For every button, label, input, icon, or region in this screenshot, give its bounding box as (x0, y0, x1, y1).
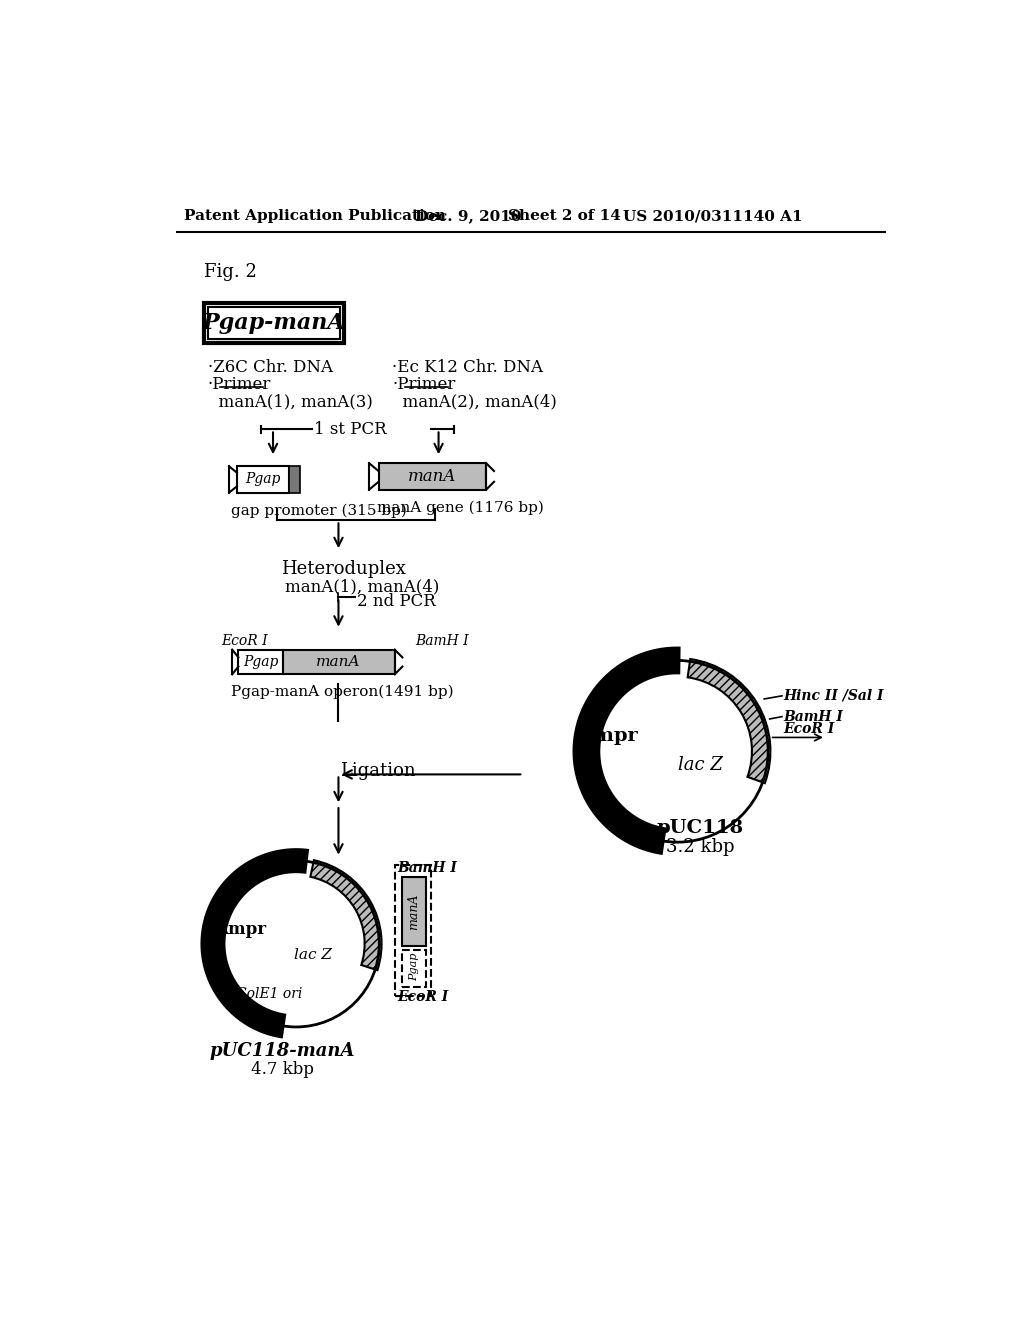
Text: ·Primer: ·Primer (392, 376, 456, 393)
Text: lac Z: lac Z (294, 948, 332, 962)
Text: Dec. 9, 2010: Dec. 9, 2010 (416, 209, 522, 223)
FancyBboxPatch shape (401, 876, 426, 946)
Text: manA: manA (408, 894, 421, 929)
Text: EcoR I: EcoR I (783, 722, 835, 737)
Text: BamH I: BamH I (416, 635, 469, 648)
Text: Ampr: Ampr (215, 921, 266, 939)
Text: Pgap: Pgap (409, 953, 419, 981)
Text: Pgap-manA: Pgap-manA (203, 313, 345, 334)
Wedge shape (310, 861, 382, 970)
Text: BamH I: BamH I (783, 710, 844, 723)
Text: Hinc II /Sal I: Hinc II /Sal I (783, 689, 884, 702)
Text: BamH I: BamH I (397, 862, 457, 875)
Text: 2 nd PCR: 2 nd PCR (357, 594, 435, 610)
FancyBboxPatch shape (239, 649, 283, 675)
Text: manA(1), manA(4): manA(1), manA(4) (285, 579, 439, 595)
Text: EcoR I: EcoR I (221, 635, 268, 648)
Text: Ligation: Ligation (340, 763, 416, 780)
Text: Heteroduplex: Heteroduplex (281, 561, 406, 578)
Text: gap promoter (315 bp): gap promoter (315 bp) (230, 503, 407, 517)
Text: pUC118-manA: pUC118-manA (210, 1043, 355, 1060)
Text: Fig. 2: Fig. 2 (204, 264, 257, 281)
FancyBboxPatch shape (379, 463, 486, 490)
Text: ·Ec K12 Chr. DNA: ·Ec K12 Chr. DNA (392, 359, 544, 376)
Text: EcoR I: EcoR I (397, 990, 449, 1005)
FancyBboxPatch shape (283, 649, 394, 675)
Text: pUC118: pUC118 (656, 818, 743, 837)
Text: US 2010/0311140 A1: US 2010/0311140 A1 (624, 209, 803, 223)
Text: 3.2 kbp: 3.2 kbp (666, 838, 734, 855)
Text: Sheet 2 of 14: Sheet 2 of 14 (508, 209, 621, 223)
Text: ColE1 ori: ColE1 ori (236, 987, 302, 1001)
Text: Ampr: Ampr (579, 727, 638, 744)
Text: manA gene (1176 bp): manA gene (1176 bp) (377, 502, 544, 515)
FancyBboxPatch shape (401, 950, 426, 987)
Text: Pgap-manA operon(1491 bp): Pgap-manA operon(1491 bp) (230, 684, 454, 698)
Text: Patent Application Publication: Patent Application Publication (184, 209, 446, 223)
Text: manA: manA (316, 655, 360, 669)
Text: manA: manA (409, 467, 457, 484)
FancyBboxPatch shape (208, 308, 340, 339)
Text: 1 st PCR: 1 st PCR (313, 421, 386, 438)
Text: manA(2), manA(4): manA(2), manA(4) (392, 393, 557, 411)
Wedge shape (688, 659, 770, 783)
Text: ·Z6C Chr. DNA: ·Z6C Chr. DNA (208, 359, 333, 376)
Text: Pgap: Pgap (243, 655, 279, 669)
Text: lac Z: lac Z (678, 756, 723, 774)
FancyBboxPatch shape (204, 304, 344, 343)
Text: manA(1), manA(3): manA(1), manA(3) (208, 393, 373, 411)
Text: 4.7 kbp: 4.7 kbp (251, 1061, 313, 1078)
Text: Pgap: Pgap (246, 473, 281, 487)
FancyBboxPatch shape (237, 466, 289, 492)
Text: ·Primer: ·Primer (208, 376, 271, 393)
FancyBboxPatch shape (289, 466, 300, 492)
